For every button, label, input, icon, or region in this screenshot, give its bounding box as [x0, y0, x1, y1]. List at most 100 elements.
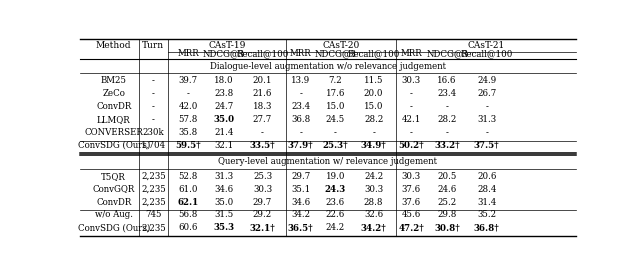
Text: 35.1: 35.1 [291, 184, 310, 194]
Text: 30.3: 30.3 [364, 184, 383, 194]
Text: 60.6: 60.6 [179, 223, 198, 233]
Text: 17.6: 17.6 [326, 89, 345, 98]
Text: 33.2†: 33.2† [434, 141, 460, 150]
Text: 23.6: 23.6 [326, 198, 345, 207]
Text: 15.0: 15.0 [326, 102, 345, 111]
Text: CONVERSER: CONVERSER [84, 128, 143, 137]
Text: Dialogue-level augmentation w/o relevance judgement: Dialogue-level augmentation w/o relevanc… [210, 62, 446, 71]
Text: 230k: 230k [143, 128, 164, 137]
Text: 26.7: 26.7 [477, 89, 497, 98]
Text: 23.8: 23.8 [214, 89, 234, 98]
Text: 31.5: 31.5 [214, 210, 234, 219]
Text: 37.6: 37.6 [402, 184, 421, 194]
Text: -: - [152, 102, 155, 111]
Text: 21.6: 21.6 [253, 89, 272, 98]
Text: 42.0: 42.0 [179, 102, 198, 111]
Text: 25.2: 25.2 [437, 198, 457, 207]
Text: 36.8†: 36.8† [474, 223, 500, 233]
Text: -: - [410, 128, 413, 137]
Text: 37.5†: 37.5† [474, 141, 500, 150]
Text: 47.2†: 47.2† [399, 223, 424, 233]
Text: ConvGQR: ConvGQR [93, 184, 135, 194]
Text: -: - [152, 76, 155, 85]
Text: 28.2: 28.2 [364, 115, 383, 124]
Text: 35.2: 35.2 [477, 210, 496, 219]
Text: 23.4: 23.4 [291, 102, 310, 111]
Text: 61.0: 61.0 [179, 184, 198, 194]
Text: 34.9†: 34.9† [361, 141, 387, 150]
Text: 35.0: 35.0 [214, 198, 234, 207]
Text: LLMQR: LLMQR [97, 115, 131, 124]
Text: 24.2: 24.2 [326, 223, 345, 233]
Text: Recall@100: Recall@100 [236, 49, 289, 58]
Text: 2,235: 2,235 [141, 172, 166, 181]
Text: 15.0: 15.0 [364, 102, 383, 111]
Text: 13.9: 13.9 [291, 76, 310, 85]
Text: 34.2†: 34.2† [361, 223, 387, 233]
Text: ConvDR: ConvDR [96, 102, 131, 111]
Text: MRR: MRR [177, 49, 199, 58]
Text: 20.6: 20.6 [477, 172, 497, 181]
Text: -: - [485, 128, 488, 137]
Text: 20.5: 20.5 [437, 172, 457, 181]
Text: CAsT-20: CAsT-20 [323, 41, 360, 50]
Text: 29.7: 29.7 [291, 172, 310, 181]
Text: 23.4: 23.4 [438, 89, 456, 98]
Text: 32.1†: 32.1† [250, 223, 275, 233]
Text: Method: Method [96, 41, 131, 50]
Text: NDCG@3: NDCG@3 [426, 49, 468, 58]
Text: 24.7: 24.7 [214, 102, 234, 111]
Text: 29.8: 29.8 [437, 210, 457, 219]
Text: 36.8: 36.8 [291, 115, 310, 124]
Text: CAsT-19: CAsT-19 [209, 41, 246, 50]
Text: 42.1: 42.1 [402, 115, 421, 124]
Text: -: - [300, 128, 302, 137]
Text: 24.3: 24.3 [325, 184, 346, 194]
Text: Query-level augmentation w/ relevance judgement: Query-level augmentation w/ relevance ju… [218, 157, 438, 166]
Text: 31.3: 31.3 [477, 115, 496, 124]
Text: -: - [410, 89, 413, 98]
Text: 56.8: 56.8 [179, 210, 198, 219]
Text: -: - [261, 128, 264, 137]
Text: T5QR: T5QR [101, 172, 126, 181]
Text: 31.3: 31.3 [214, 172, 234, 181]
Text: ZeCo: ZeCo [102, 89, 125, 98]
Text: -: - [334, 128, 337, 137]
Text: -: - [152, 115, 155, 124]
Text: 24.2: 24.2 [364, 172, 383, 181]
Text: -: - [485, 102, 488, 111]
Text: 24.6: 24.6 [437, 184, 457, 194]
Text: 30.3: 30.3 [253, 184, 272, 194]
Text: -: - [187, 89, 189, 98]
Text: w/o Aug.: w/o Aug. [95, 210, 132, 219]
Text: 28.4: 28.4 [477, 184, 497, 194]
Text: NDCG@3: NDCG@3 [314, 49, 356, 58]
Text: MRR: MRR [401, 49, 422, 58]
Text: 30.3: 30.3 [402, 172, 421, 181]
Text: Recall@100: Recall@100 [461, 49, 513, 58]
Text: 33.5†: 33.5† [250, 141, 275, 150]
Text: 2,235: 2,235 [141, 223, 166, 233]
Text: -: - [152, 89, 155, 98]
Text: 20.1: 20.1 [253, 76, 272, 85]
Text: 35.0: 35.0 [213, 115, 234, 124]
Text: BM25: BM25 [100, 76, 127, 85]
Text: 2,235: 2,235 [141, 198, 166, 207]
Text: -: - [410, 102, 413, 111]
Text: -: - [372, 128, 375, 137]
Text: 7.2: 7.2 [328, 76, 342, 85]
Text: Recall@100: Recall@100 [348, 49, 400, 58]
Text: 745: 745 [145, 210, 162, 219]
Text: 22.6: 22.6 [326, 210, 345, 219]
Text: 50.2†: 50.2† [399, 141, 424, 150]
Text: NDCG@3: NDCG@3 [203, 49, 244, 58]
Text: 24.5: 24.5 [326, 115, 345, 124]
Text: ConvSDG (Ours): ConvSDG (Ours) [77, 223, 150, 233]
Text: CAsT-21: CAsT-21 [468, 41, 505, 50]
Text: 21.4: 21.4 [214, 128, 234, 137]
Text: 52.8: 52.8 [179, 172, 198, 181]
Text: ConvSDG (Ours): ConvSDG (Ours) [77, 141, 150, 150]
Text: 19.0: 19.0 [326, 172, 345, 181]
Text: 35.8: 35.8 [179, 128, 198, 137]
Text: Turn: Turn [142, 41, 164, 50]
